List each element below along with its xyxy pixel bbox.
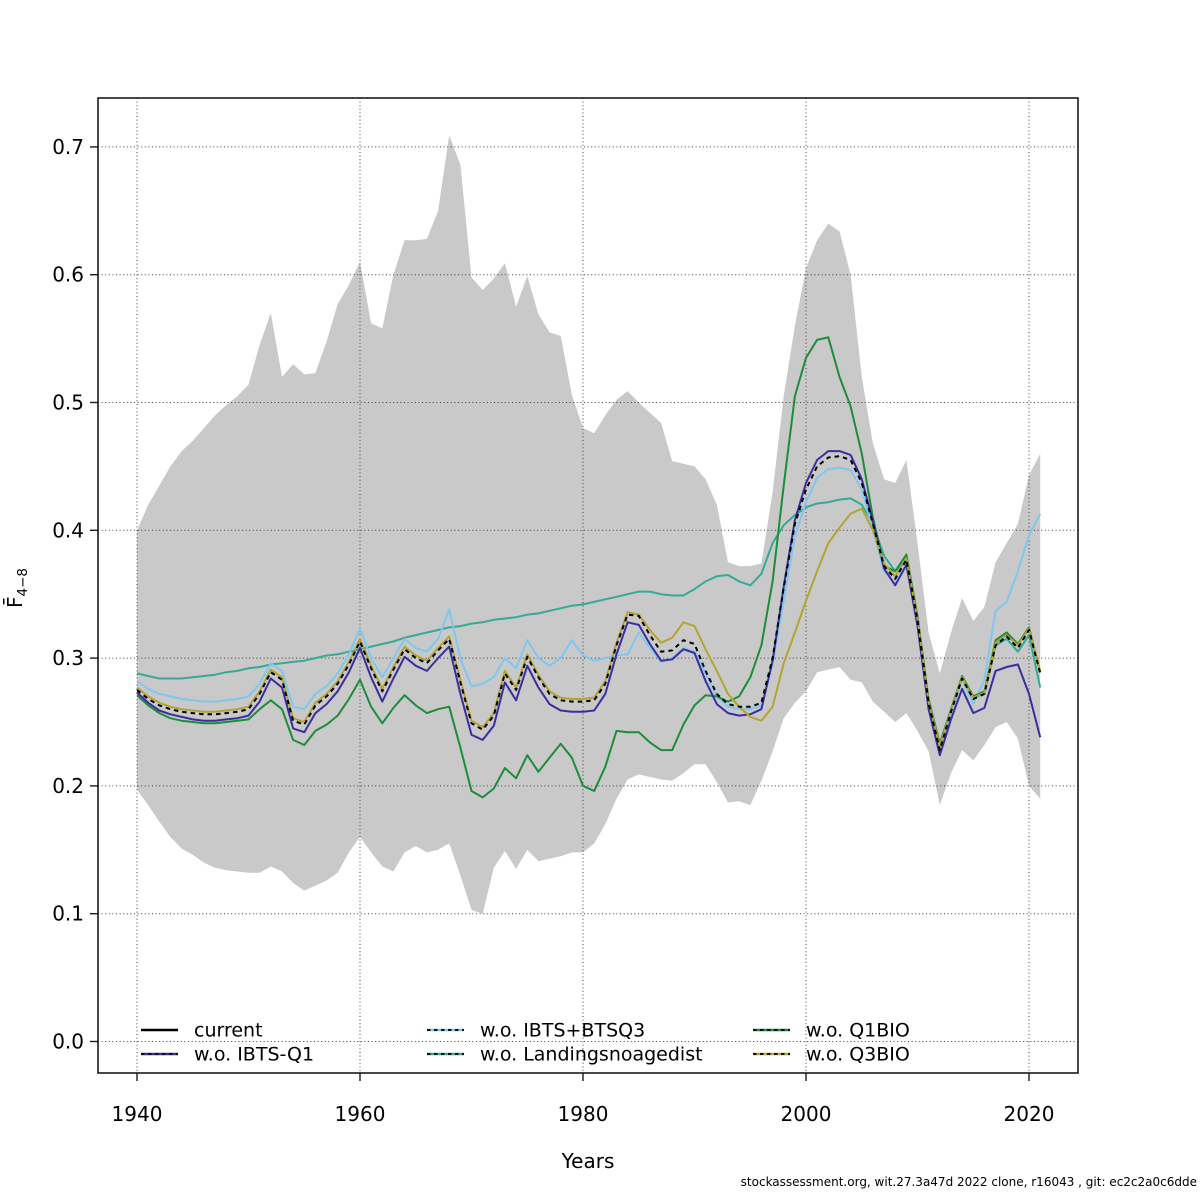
y-tick-label-0.4: 0.4 — [52, 518, 84, 542]
x-tick-label-2020: 2020 — [1004, 1102, 1055, 1126]
legend-label-ibts_q1: w.o. IBTS-Q1 — [194, 1044, 314, 1066]
y-axis-title-subscript: 4−8 — [15, 568, 31, 597]
legend-label-current: current — [194, 1020, 263, 1042]
y-tick-label-0.3: 0.3 — [52, 646, 84, 670]
x-tick-label-1980: 1980 — [558, 1102, 609, 1126]
x-tick-label-2000: 2000 — [781, 1102, 832, 1126]
series-line-ibts_q1 — [136, 450, 1042, 757]
legend-label-q3bio: w.o. Q3BIO — [806, 1044, 910, 1066]
legend-label-landings: w.o. Landingsnoagedist — [480, 1044, 703, 1066]
series-line-landings — [136, 497, 1042, 746]
y-axis-title-base: F̄ — [2, 596, 27, 608]
footer-citation: stockassessment.org, wit.27.3a47d 2022 c… — [741, 1175, 1197, 1189]
legend-label-ibts_btsq3: w.o. IBTS+BTSQ3 — [480, 1020, 645, 1042]
y-tick-label-0.1: 0.1 — [52, 902, 84, 926]
x-axis-title: Years — [561, 1149, 615, 1173]
y-tick-label-0.0: 0.0 — [52, 1030, 84, 1054]
x-tick-label-1940: 1940 — [112, 1102, 163, 1126]
y-axis-title: F̄4−8 — [2, 568, 31, 608]
x-tick-label-1960: 1960 — [335, 1102, 386, 1126]
axis-box — [97, 97, 1079, 1074]
y-tick-label-0.6: 0.6 — [52, 263, 84, 287]
y-tick-label-0.2: 0.2 — [52, 774, 84, 798]
confidence-band-area — [137, 135, 1041, 914]
series-line-q3bio — [136, 507, 1042, 748]
legend-label-q1bio: w.o. Q1BIO — [806, 1020, 910, 1042]
series-line-current — [136, 455, 1042, 752]
y-tick-label-0.7: 0.7 — [52, 135, 84, 159]
y-tick-label-0.5: 0.5 — [52, 391, 84, 415]
